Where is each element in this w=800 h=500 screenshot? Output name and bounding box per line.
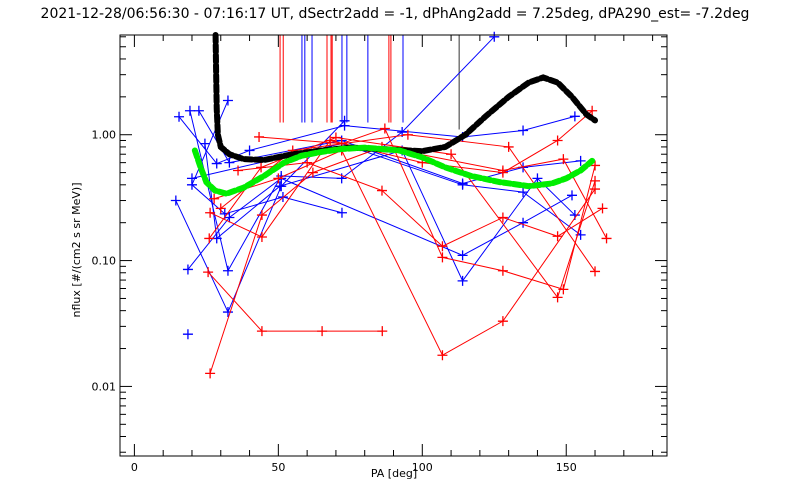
red-series-line-4: [208, 137, 596, 299]
red-series-point: [402, 129, 413, 140]
red-series-point: [256, 231, 267, 242]
red-series-point: [325, 135, 336, 146]
blue-series-point: [244, 145, 255, 156]
blue-series-point: [569, 111, 580, 122]
red-series-point: [497, 165, 508, 176]
red-series-point: [497, 316, 508, 327]
red-series-point: [330, 132, 341, 143]
red-series-line-1: [237, 162, 603, 247]
red-series-point: [377, 326, 388, 337]
red-series-point: [256, 162, 267, 173]
blue-series-point: [575, 155, 586, 166]
red-series-point: [256, 210, 267, 221]
red-series-point: [215, 203, 226, 214]
y-tick-label: 0.01: [92, 380, 117, 393]
y-tick-label: 1.00: [92, 129, 117, 142]
blue-series-point: [518, 217, 529, 228]
red-series-point: [376, 185, 387, 196]
red-series-point: [590, 266, 601, 277]
red-series-point: [379, 123, 390, 134]
blue-series-point: [199, 138, 210, 149]
red-series-line-5: [207, 271, 383, 332]
blue-series-point: [193, 105, 204, 116]
blue-series-point: [457, 275, 468, 286]
red-series-point: [558, 154, 569, 165]
blue-series-point: [222, 307, 233, 318]
red-series-point: [437, 350, 448, 361]
red-series-point: [503, 141, 514, 152]
red-series-point: [552, 231, 563, 242]
axes: 0 50 100 150 0.01 0.10 1.00: [92, 35, 667, 474]
blue-series-point: [184, 105, 195, 116]
red-series-point: [203, 267, 214, 278]
red-series-point: [587, 105, 598, 116]
x-tick-label: 50: [271, 461, 285, 474]
blue-series-point: [336, 207, 347, 218]
red-series-point: [601, 233, 612, 244]
blue-series-point: [336, 173, 347, 184]
plot-frame: [119, 34, 668, 457]
blue-series-point: [186, 173, 197, 184]
red-series-point: [233, 165, 244, 176]
red-series-point: [437, 241, 448, 252]
red-series-point: [497, 212, 508, 223]
green-fit-curve: [191, 144, 596, 197]
plot-content: [170, 31, 612, 379]
red-series-point: [205, 207, 216, 218]
blue-series-point: [170, 195, 181, 206]
blue-series-point: [339, 115, 350, 126]
red-series-point: [552, 292, 563, 303]
blue-series-point: [566, 190, 577, 201]
blue-series-point: [532, 173, 543, 184]
red-series-point: [497, 265, 508, 276]
red-series-point: [307, 167, 318, 178]
blue-series-point: [224, 212, 235, 223]
red-series-point: [209, 193, 220, 204]
blue-series-point: [274, 181, 285, 192]
red-series-point: [317, 326, 328, 337]
red-series-point: [437, 252, 448, 263]
blue-series-point: [518, 187, 529, 198]
red-series-point: [446, 149, 457, 160]
blue-series-point: [182, 264, 193, 275]
x-tick-label: 0: [131, 461, 138, 474]
red-series-line-2: [213, 149, 596, 356]
blue-series-point: [518, 125, 529, 136]
blue-series-point: [457, 179, 468, 190]
blue-series-point: [457, 250, 468, 261]
chart-title: 2021-12-28/06:56:30 - 07:16:17 UT, dSect…: [41, 6, 750, 22]
red-series-point: [273, 173, 284, 184]
blue-series-point: [211, 158, 222, 169]
x-tick-label: 100: [412, 461, 433, 474]
black-fit-curve: [212, 32, 599, 163]
x-tick-label: 150: [556, 461, 577, 474]
red-series-point: [590, 160, 601, 171]
y-axis-label: nflux [#/(cm2 s sr MeV)]: [70, 183, 83, 318]
red-series-point: [205, 368, 216, 379]
red-series-point: [590, 175, 601, 186]
blue-series-point: [174, 111, 185, 122]
red-series-point: [256, 326, 267, 337]
red-series-point: [552, 135, 563, 146]
blue-series-line-2: [198, 110, 581, 184]
blue-series-point: [222, 265, 233, 276]
red-series-point: [204, 233, 215, 244]
y-tick-label: 0.10: [92, 255, 117, 268]
x-axis-label: PA [deg]: [371, 467, 417, 480]
blue-series-line-5: [187, 177, 573, 270]
blue-series-point: [489, 31, 500, 42]
red-series-point: [254, 131, 265, 142]
red-series-point: [597, 203, 608, 214]
blue-series-point: [222, 95, 233, 106]
blue-series-point: [182, 329, 193, 340]
blue-series-point: [224, 157, 235, 168]
